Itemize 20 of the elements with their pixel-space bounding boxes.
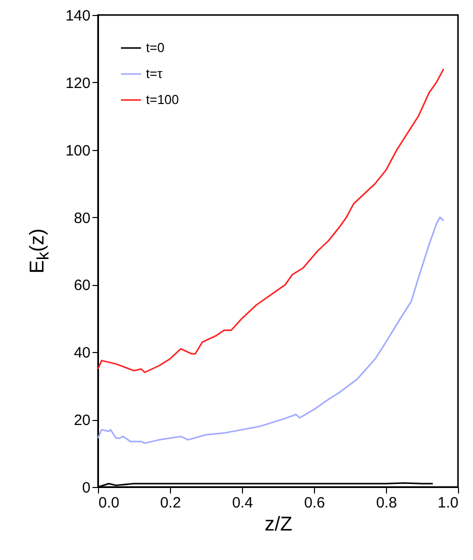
x-tick-label: 0.6	[304, 494, 325, 512]
y-tick-label: 60	[74, 277, 90, 294]
y-tick-label: 100	[65, 142, 90, 160]
x-tick-label: 0.4	[232, 494, 253, 512]
x-tick-label: 0.8	[376, 494, 397, 512]
x-tick-label: 1.0	[438, 494, 458, 512]
legend-label: t=τ	[146, 66, 164, 81]
line-series	[97, 68, 444, 374]
y-tick-label: 20	[74, 412, 90, 430]
y-tick-label: 0	[82, 480, 90, 496]
x-tick-label: 0.0	[98, 494, 120, 512]
y-tick-label: 80	[74, 210, 90, 227]
x-axis-title: z/Z	[264, 514, 292, 536]
legend-label: t=0	[146, 40, 164, 55]
y-tick-label: 140	[65, 8, 90, 24]
x-tick-label: 0.2	[160, 494, 181, 512]
y-tick-label: 40	[74, 344, 90, 362]
line-series	[97, 216, 444, 444]
y-tick-label: 120	[65, 74, 90, 92]
legend-label: t=100	[146, 92, 179, 107]
